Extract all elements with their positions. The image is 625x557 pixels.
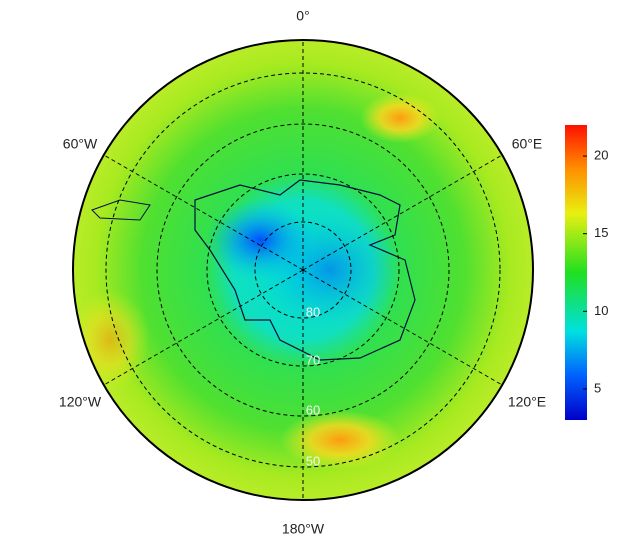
colorbar: [565, 125, 587, 420]
coastline: [91, 199, 151, 221]
warm-patch: [73, 290, 150, 390]
lat-label: 60: [306, 402, 320, 417]
lon-label: 60°E: [512, 136, 543, 152]
colorbar-tick-label: 5: [594, 380, 601, 395]
parallel: [206, 173, 400, 367]
colorbar-tick-label: 15: [594, 225, 608, 240]
graticule: [103, 40, 503, 500]
map-border: [72, 39, 534, 501]
meridian: [302, 269, 503, 386]
meridian: [302, 154, 503, 271]
warm-patch: [360, 93, 440, 143]
lon-label: 60°W: [63, 136, 98, 152]
warm-patch: [280, 410, 400, 470]
lat-label: 70: [306, 352, 320, 367]
lon-label: 180°W: [282, 521, 325, 537]
colorbar-tick-label: 10: [594, 303, 608, 318]
cold-patch: [260, 210, 400, 330]
coastline: [194, 179, 416, 361]
lat-label: 80: [306, 304, 320, 319]
colorbar-tick-label: 20: [594, 147, 608, 162]
meridian: [103, 154, 304, 271]
parallel: [105, 72, 501, 468]
meridian: [103, 269, 304, 386]
lat-label: 50: [306, 453, 320, 468]
parallel: [254, 221, 352, 319]
parallel: [156, 123, 450, 417]
lon-label: 120°E: [508, 394, 546, 410]
lon-label: 0°: [296, 8, 309, 24]
lon-label: 120°W: [59, 394, 102, 410]
